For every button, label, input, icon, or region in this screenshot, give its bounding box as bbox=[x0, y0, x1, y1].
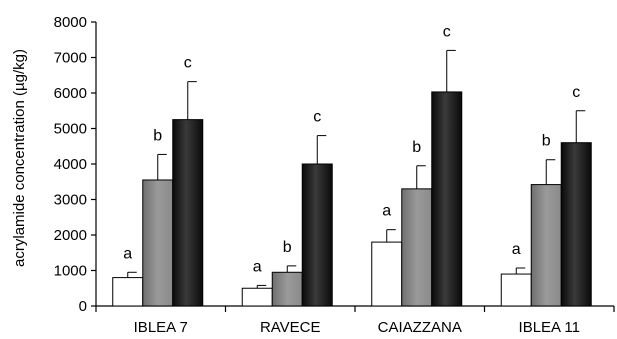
bar bbox=[271, 271, 303, 307]
y-axis: 0 1000 2000 3000 4000 5000 6000 7000 8000 bbox=[54, 14, 97, 315]
bar bbox=[500, 273, 532, 307]
significance-letter: a bbox=[512, 241, 521, 258]
bar bbox=[172, 119, 204, 307]
significance-letter: a bbox=[253, 258, 262, 275]
significance-letter: b bbox=[283, 239, 292, 256]
x-axis: IBLEA 7 RAVECE CAIAZZANA IBLEA 11 bbox=[95, 305, 615, 336]
bar bbox=[241, 287, 273, 307]
bar bbox=[142, 179, 174, 307]
category-label: IBLEA 7 bbox=[134, 319, 188, 336]
y-tick-label: 5000 bbox=[54, 121, 87, 138]
y-tick-label: 2000 bbox=[54, 227, 87, 244]
bar bbox=[112, 277, 144, 307]
significance-letter: a bbox=[382, 203, 391, 220]
bars: a b c a b c a b c a b c bbox=[112, 23, 592, 307]
y-tick-label: 1000 bbox=[54, 263, 87, 280]
significance-letter: c bbox=[572, 84, 580, 101]
y-tick-label: 4000 bbox=[54, 156, 87, 173]
significance-letter: a bbox=[123, 245, 132, 262]
bar bbox=[401, 188, 433, 307]
y-tick-label: 3000 bbox=[54, 192, 87, 209]
significance-letter: b bbox=[412, 139, 421, 156]
significance-letter: b bbox=[542, 133, 551, 150]
y-tick-label: 6000 bbox=[54, 85, 87, 102]
y-axis-label: acrylamide concentration (µg/kg) bbox=[11, 49, 28, 267]
y-tick-label: 7000 bbox=[54, 50, 87, 67]
bar bbox=[371, 241, 403, 307]
bar bbox=[431, 91, 463, 307]
significance-letter: c bbox=[313, 109, 321, 126]
category-label: RAVECE bbox=[260, 319, 321, 336]
significance-letter: b bbox=[153, 127, 162, 144]
bar bbox=[530, 184, 562, 307]
significance-letter: c bbox=[443, 23, 451, 40]
bar bbox=[560, 142, 592, 307]
y-tick-label: 0 bbox=[79, 298, 87, 315]
significance-letter: c bbox=[184, 55, 192, 72]
category-label: CAIAZZANA bbox=[378, 319, 462, 336]
y-tick-label: 8000 bbox=[54, 14, 87, 31]
bar bbox=[301, 163, 333, 307]
category-label: IBLEA 11 bbox=[519, 319, 580, 336]
